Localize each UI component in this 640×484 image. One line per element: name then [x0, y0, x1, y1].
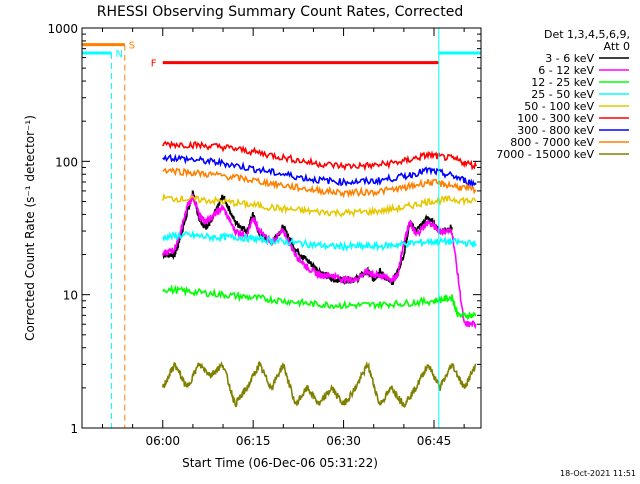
axes: 1 10 100 1000 06:00 06:15 06:30 06:45 — [47, 22, 482, 448]
chart-title: RHESSI Observing Summary Count Rates, Co… — [97, 4, 463, 20]
y-tick-label: 10 — [63, 289, 78, 303]
legend-label: 25 - 50 keV — [531, 88, 594, 101]
legend-label: 100 - 300 keV — [517, 112, 594, 125]
annotation-label: N — [116, 49, 123, 60]
legend-label: 300 - 800 keV — [517, 124, 594, 137]
x-tick-label: 06:00 — [145, 434, 180, 448]
y-tick-label: 1 — [70, 422, 78, 436]
series-line-0 — [162, 190, 453, 286]
y-tick-label: 100 — [55, 155, 78, 169]
annotation-label: F — [151, 59, 157, 70]
series-line-2 — [162, 284, 477, 321]
legend-label: 6 - 12 keV — [538, 64, 594, 77]
annotation-label: S — [129, 41, 135, 52]
legend-header-line-2: Att 0 — [604, 40, 630, 53]
series-line-8 — [162, 360, 477, 408]
series-line-3 — [162, 229, 477, 252]
legend-label: 7000 - 15000 keV — [496, 148, 594, 161]
legend-label: 12 - 25 keV — [531, 76, 594, 89]
legend-header-line-1: Det 1,3,4,5,6,9, — [544, 28, 630, 41]
legend-label: 3 - 6 keV — [545, 52, 594, 65]
plot-area — [162, 140, 477, 408]
footer-timestamp: 18-Oct-2021 11:51 — [560, 469, 636, 478]
x-tick-label: 06:45 — [417, 434, 452, 448]
y-axis-label: Corrected Count Rate (s⁻¹ detector⁻¹) — [23, 115, 37, 341]
series-line-6 — [162, 153, 477, 189]
legend-label: 50 - 100 keV — [524, 100, 594, 113]
legend-label: 800 - 7000 keV — [510, 136, 594, 149]
series-line-7 — [162, 166, 477, 199]
x-tick-label: 06:30 — [326, 434, 361, 448]
series-line-5 — [162, 140, 477, 172]
annotation-layer: SN F — [82, 28, 481, 428]
series-line-4 — [162, 192, 477, 218]
x-axis-label: Start Time (06-Dec-06 05:31:22) — [182, 456, 378, 470]
plot-frame — [81, 27, 482, 429]
x-tick-label: 06:15 — [236, 434, 271, 448]
y-tick-label: 1000 — [47, 22, 78, 36]
series-line-1 — [162, 193, 477, 330]
